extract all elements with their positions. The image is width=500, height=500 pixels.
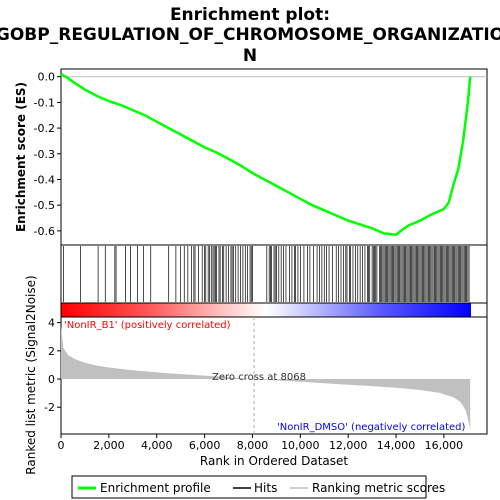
title-line-1: Enrichment plot: [170, 5, 330, 25]
correlation-color-bar [61, 303, 471, 317]
metric-y-axis: 4 2 0 -2 [44, 317, 61, 414]
es-ytick-label: -0.6 [34, 225, 55, 238]
legend-item-ranking: Ranking metric scores [290, 481, 445, 495]
es-y-axis: 0.0 -0.1 -0.2 -0.3 -0.4 -0.5 -0.6 [34, 71, 61, 238]
xtick-label: 16,000 [425, 439, 464, 452]
legend-label-ranking: Ranking metric scores [312, 481, 445, 495]
negative-label: 'NonIR_DMSO' (negatively correlated) [277, 422, 465, 433]
es-panel-frame [60, 68, 488, 246]
legend-label-hits: Hits [254, 481, 277, 495]
metric-area-group [61, 326, 471, 430]
es-ytick-label: 0.0 [38, 71, 56, 84]
xtick-label: 10,000 [281, 439, 320, 452]
xtick-label: 4,000 [141, 439, 173, 452]
legend-label-enrichment: Enrichment profile [100, 481, 211, 495]
hits-group [63, 246, 470, 302]
xtick-label: 12,000 [329, 439, 368, 452]
xtick-label: 0 [58, 439, 65, 452]
legend-box [71, 475, 427, 499]
xtick-label: 14,000 [377, 439, 416, 452]
es-ytick-label: -0.3 [34, 148, 55, 161]
zero-cross-label: Zero cross at 8068 [212, 372, 306, 383]
metric-ytick-label: 4 [48, 317, 55, 330]
metric-ytick-label: -2 [44, 401, 55, 414]
es-y-axis-label: Enrichment score (ES) [14, 82, 28, 232]
metric-y-axis-label: Ranked list metric (Signal2Noise) [24, 275, 38, 474]
title-line-2: GOBP_REGULATION_OF_CHROMOSOME_ORGANIZATI… [0, 25, 500, 45]
title-line-3: N [243, 46, 257, 66]
x-axis-label: Rank in Ordered Dataset [200, 454, 348, 468]
metric-ytick-label: 0 [48, 373, 55, 386]
es-ytick-label: -0.4 [34, 173, 55, 186]
metric-x-axis: 0 2,000 4,000 6,000 8,000 10,000 12,000 14,000 1… [58, 434, 464, 452]
xtick-label: 8,000 [237, 439, 269, 452]
xtick-label: 6,000 [189, 439, 221, 452]
xtick-label: 2,000 [93, 439, 125, 452]
legend-item-hits: Hits [233, 481, 277, 495]
es-ytick-label: -0.5 [34, 199, 55, 212]
legend-item-enrichment: Enrichment profile [78, 481, 211, 495]
enrichment-profile-line [60, 73, 472, 236]
ranking-metric-area [61, 326, 471, 430]
metric-ytick-label: 2 [48, 345, 55, 358]
es-ytick-label: -0.2 [34, 122, 55, 135]
es-curve-group [60, 73, 472, 236]
es-ytick-label: -0.1 [34, 96, 55, 109]
positive-label: 'NonIR_B1' (positively correlated) [64, 320, 231, 331]
